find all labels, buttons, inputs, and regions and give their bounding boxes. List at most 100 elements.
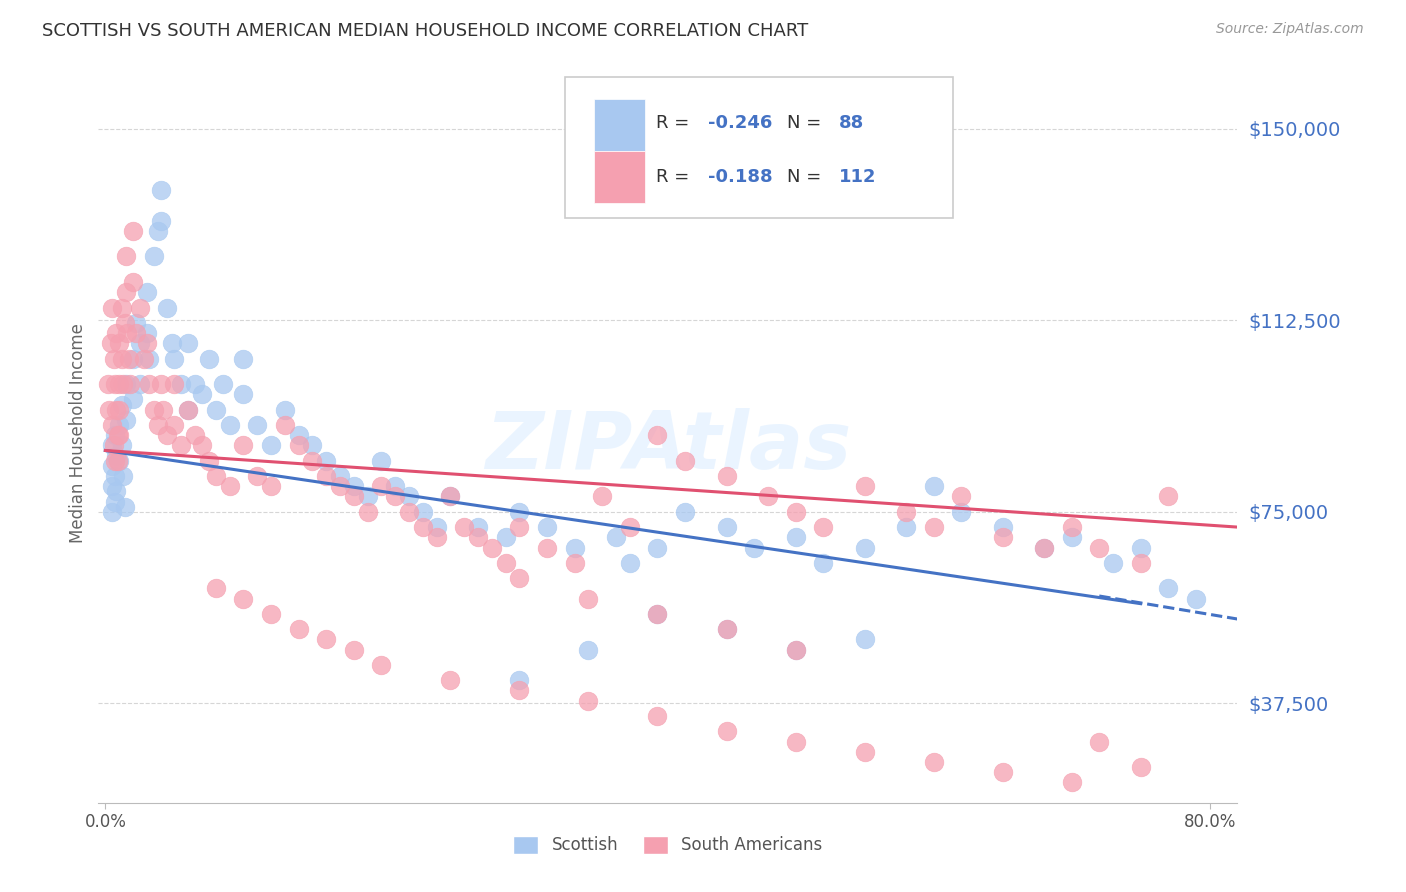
Point (198, 453, 221, 467)
Point (100, 336, 122, 351)
Point (128, 377, 150, 392)
Point (118, 351, 141, 366)
Point (108, 402, 131, 417)
Point (114, 316, 136, 330)
Point (232, 387, 254, 401)
Point (950, 490, 973, 504)
Point (246, 469, 269, 483)
Point (1060, 530, 1083, 544)
Point (716, 622, 738, 636)
Point (104, 377, 127, 392)
Text: SCOTTISH VS SOUTH AMERICAN MEDIAN HOUSEHOLD INCOME CORRELATION CHART: SCOTTISH VS SOUTH AMERICAN MEDIAN HOUSEH… (42, 22, 808, 40)
Point (329, 469, 352, 483)
Point (260, 438, 283, 452)
Point (170, 438, 193, 452)
Point (1088, 541, 1111, 555)
Point (412, 505, 434, 519)
Point (315, 632, 337, 647)
Point (184, 377, 207, 392)
Point (605, 530, 627, 544)
Point (370, 657, 392, 672)
Point (184, 428, 207, 442)
Point (112, 469, 135, 483)
Point (343, 479, 366, 493)
Point (412, 520, 434, 534)
Point (1129, 556, 1152, 570)
Text: N =: N = (787, 114, 827, 132)
Point (384, 490, 406, 504)
Point (177, 336, 200, 351)
Point (991, 530, 1014, 544)
Point (260, 479, 283, 493)
Point (122, 392, 145, 407)
Point (716, 520, 738, 534)
Point (163, 417, 186, 432)
Point (894, 505, 917, 519)
Point (191, 387, 214, 401)
Point (1033, 541, 1056, 555)
Point (922, 520, 945, 534)
Point (811, 520, 834, 534)
Point (922, 479, 945, 493)
Point (619, 556, 641, 570)
Point (1088, 734, 1111, 748)
Point (564, 556, 586, 570)
Point (536, 541, 558, 555)
Point (356, 505, 378, 519)
Point (467, 520, 489, 534)
Point (508, 571, 530, 585)
Point (1060, 775, 1083, 789)
Point (453, 520, 475, 534)
Point (115, 250, 138, 264)
Point (853, 632, 876, 647)
Point (101, 417, 124, 432)
Point (591, 490, 613, 504)
Point (384, 479, 406, 493)
Point (1185, 591, 1208, 606)
Point (647, 428, 669, 442)
Point (135, 285, 157, 300)
Point (260, 607, 283, 621)
Point (508, 520, 530, 534)
Text: R =: R = (657, 114, 696, 132)
Point (122, 275, 145, 289)
Point (111, 351, 134, 366)
Point (218, 417, 240, 432)
Point (481, 541, 503, 555)
Point (112, 377, 135, 392)
Point (138, 351, 160, 366)
Point (301, 438, 323, 452)
Point (1060, 520, 1083, 534)
Text: -0.246: -0.246 (707, 114, 772, 132)
Point (111, 398, 134, 412)
Point (105, 326, 128, 340)
Point (398, 490, 420, 504)
Point (160, 336, 183, 351)
Point (156, 301, 179, 315)
Point (98, 402, 121, 417)
Point (398, 505, 420, 519)
Point (508, 673, 530, 688)
Point (142, 402, 165, 417)
Point (1033, 541, 1056, 555)
Point (142, 250, 165, 264)
Point (108, 336, 131, 351)
Point (103, 438, 125, 452)
Point (647, 607, 669, 621)
Y-axis label: Median Household Income: Median Household Income (69, 323, 87, 542)
Point (101, 479, 124, 493)
Point (439, 490, 461, 504)
Point (811, 556, 834, 570)
FancyBboxPatch shape (593, 99, 645, 152)
Point (853, 745, 876, 759)
Point (107, 453, 129, 467)
Point (107, 428, 129, 442)
Point (111, 438, 134, 452)
Text: 88: 88 (839, 114, 863, 132)
Point (97, 377, 120, 392)
Point (232, 591, 254, 606)
Point (508, 683, 530, 698)
Point (108, 417, 131, 432)
Point (578, 642, 600, 657)
Point (108, 377, 131, 392)
